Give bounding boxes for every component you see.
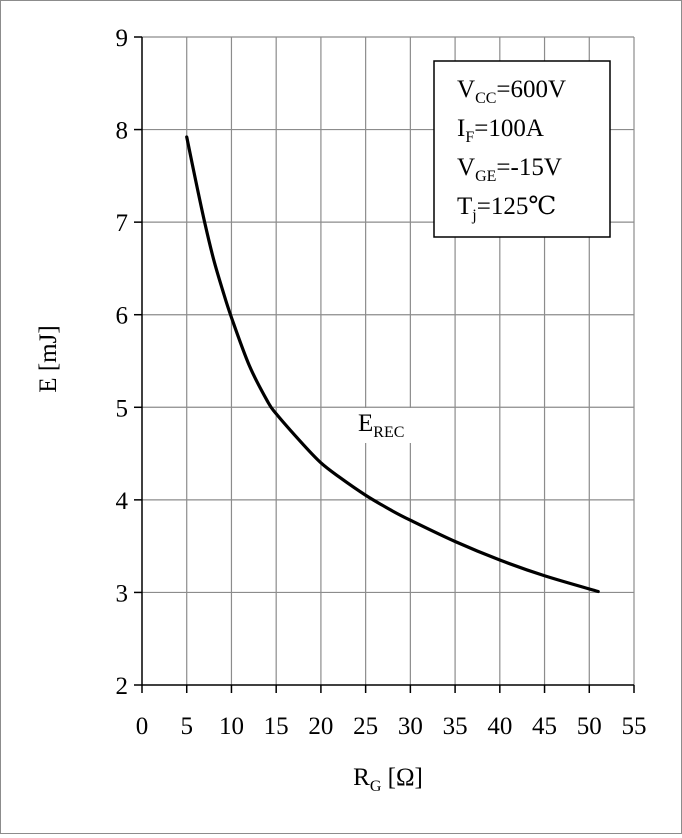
y-tick-label: 7 (116, 210, 129, 237)
x-tick-label: 45 (532, 713, 557, 740)
grid-layer (142, 36, 635, 685)
y-tick-label: 6 (116, 303, 129, 330)
x-tick-label: 10 (219, 713, 244, 740)
x-tick-label: 15 (264, 713, 289, 740)
y-tick-label: 4 (116, 488, 129, 515)
x-tick-label: 50 (577, 713, 602, 740)
conditions-box: VCC=600V IF=100A VGE=-15V Tj=125℃ (433, 60, 611, 238)
y-tick-label: 8 (116, 118, 129, 145)
x-tick-label: 40 (487, 713, 512, 740)
x-tick-label: 55 (622, 713, 647, 740)
condition-tj: Tj=125℃ (457, 193, 556, 224)
condition-vge: VGE=-15V (457, 154, 562, 185)
x-axis-title: RG [Ω] (353, 764, 423, 795)
axes-layer (141, 37, 634, 686)
x-tick-label: 0 (136, 713, 149, 740)
x-tick-label: 30 (398, 713, 423, 740)
series-label-background (350, 408, 413, 443)
series-line-erec (185, 135, 600, 594)
conditions-box-border (433, 60, 611, 238)
x-tick-label: 5 (180, 713, 193, 740)
series-label-erec: EREC (358, 410, 404, 441)
y-axis-title: E [mJ] (35, 325, 62, 392)
x-tick-label: 25 (353, 713, 378, 740)
y-tick-label: 2 (116, 673, 129, 700)
series-layer (185, 135, 600, 594)
condition-vcc: VCC=600V (457, 76, 566, 107)
y-tick-label: 3 (116, 580, 129, 607)
y-tick-label: 9 (116, 25, 129, 52)
condition-if: IF=100A (457, 115, 544, 146)
y-tick-label: 5 (116, 395, 129, 422)
x-tick-label: 35 (443, 713, 468, 740)
x-tick-label: 20 (308, 713, 333, 740)
